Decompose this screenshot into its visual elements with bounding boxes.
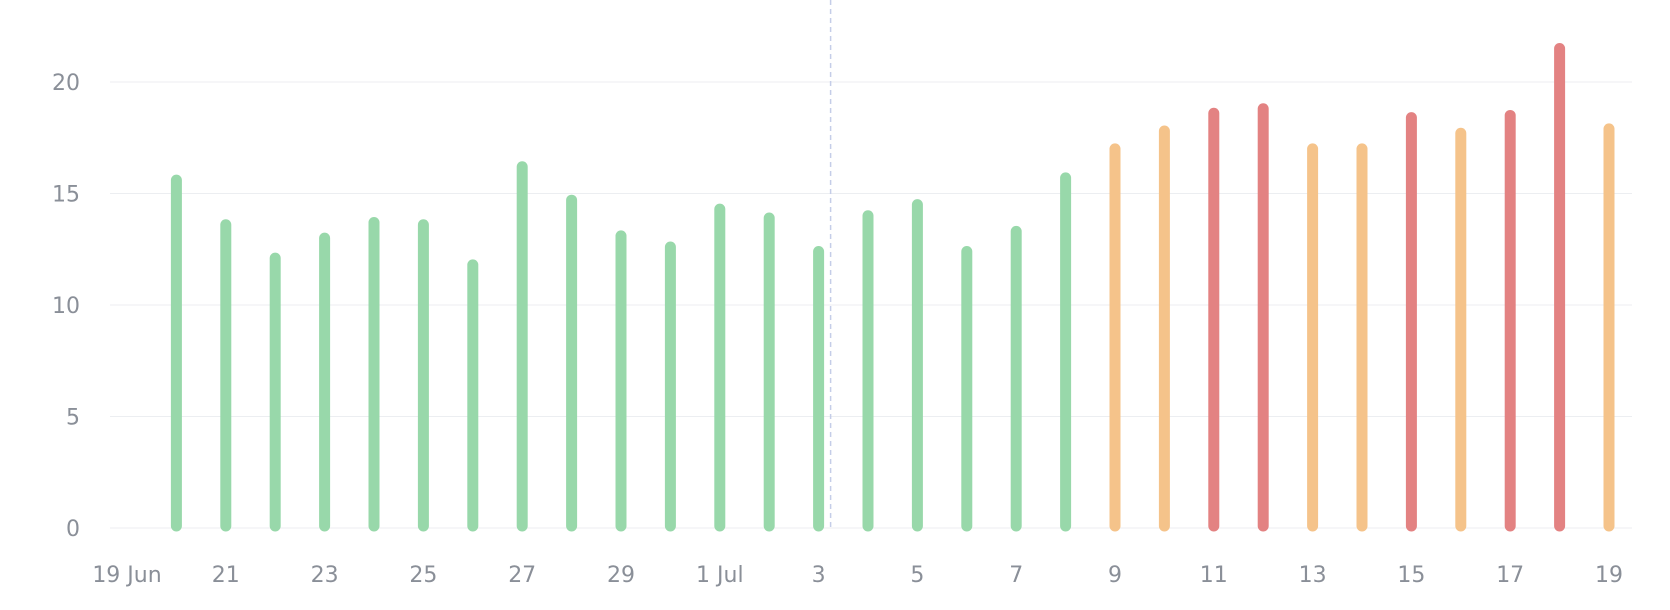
x-tick-label: 1 Jul bbox=[696, 563, 744, 588]
x-tick-label: 23 bbox=[311, 563, 339, 588]
x-tick-label: 29 bbox=[607, 563, 635, 588]
x-tick-label: 15 bbox=[1397, 563, 1425, 588]
x-tick-label: 27 bbox=[508, 563, 536, 588]
y-tick-label: 10 bbox=[52, 294, 80, 319]
x-tick-label: 7 bbox=[1009, 563, 1023, 588]
x-tick-label: 21 bbox=[212, 563, 240, 588]
x-tick-label: 11 bbox=[1200, 563, 1228, 588]
x-tick-label: 19 Jun bbox=[92, 563, 161, 588]
y-axis-ticks: 0 5 10 15 20 bbox=[52, 71, 80, 542]
x-tick-label: 17 bbox=[1496, 563, 1524, 588]
x-tick-label: 19 bbox=[1595, 563, 1623, 588]
x-tick-label: 3 bbox=[812, 563, 826, 588]
y-tick-label: 15 bbox=[52, 183, 80, 208]
y-tick-label: 0 bbox=[66, 517, 80, 542]
x-tick-label: 13 bbox=[1299, 563, 1327, 588]
y-tick-label: 5 bbox=[66, 406, 80, 431]
x-tick-label: 9 bbox=[1108, 563, 1122, 588]
y-tick-label: 20 bbox=[52, 71, 80, 96]
bar-layer bbox=[170, 43, 1615, 532]
x-axis-ticks: 19 Jun 21 23 25 27 29 1 Jul 3 5 7 9 11 13 15 17 19 bbox=[92, 563, 1623, 588]
x-tick-label: 5 bbox=[910, 563, 924, 588]
x-tick-label: 25 bbox=[409, 563, 437, 588]
